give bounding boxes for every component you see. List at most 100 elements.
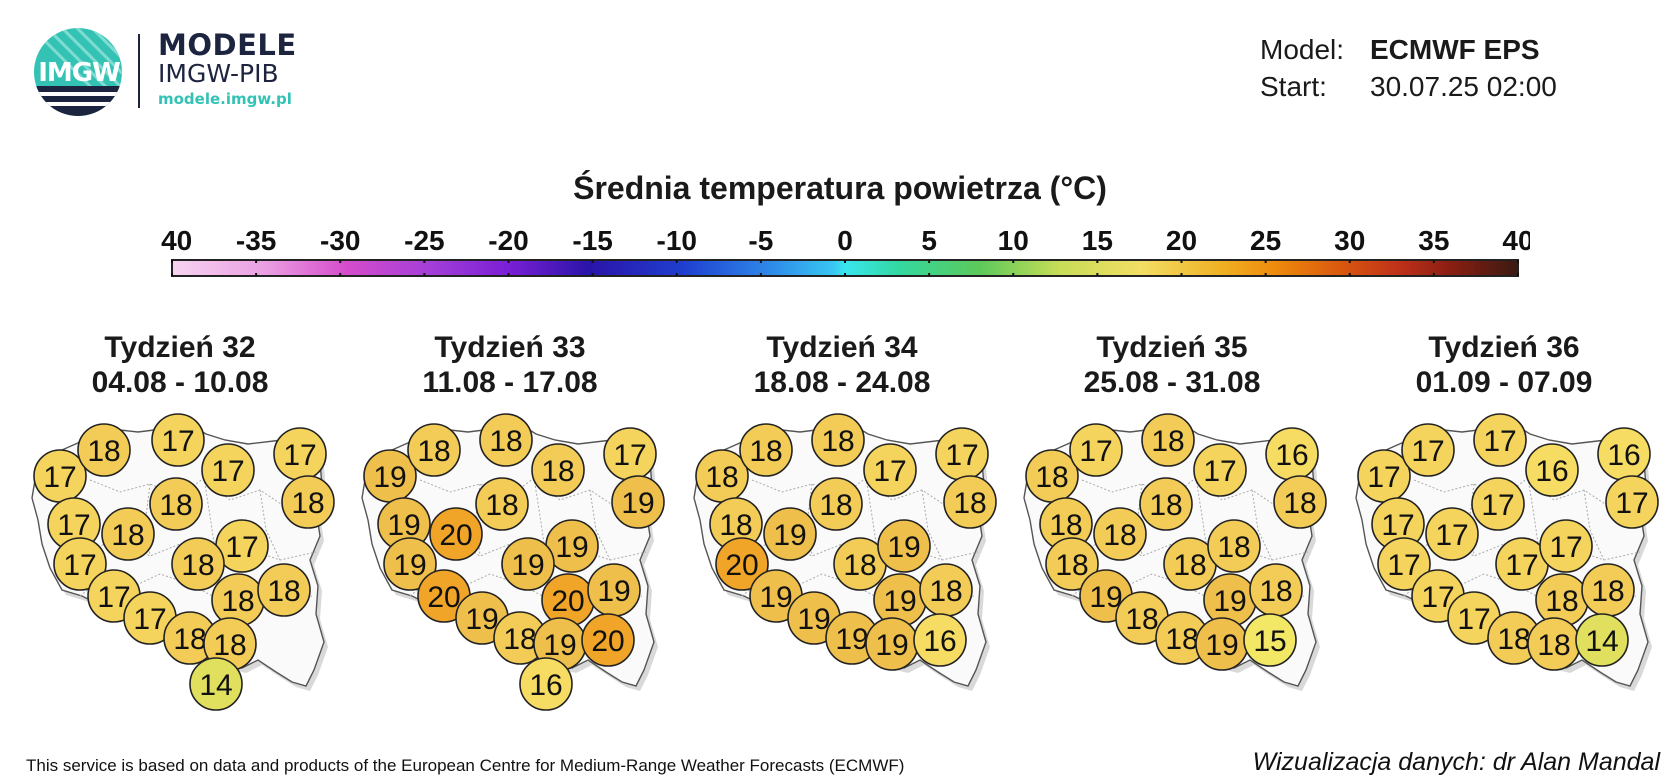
temperature-value: 18 (1151, 425, 1184, 458)
temperature-value: 19 (393, 549, 426, 582)
legend-tick-label: -10 (657, 225, 697, 256)
temperature-marker (1401, 423, 1455, 477)
temperature-marker (77, 423, 131, 477)
temperature-marker (811, 413, 865, 467)
week-heading: Tydzień 33 11.08 - 17.08 (360, 330, 660, 400)
temperature-value: 18 (485, 489, 518, 522)
temperature-value: 15 (1253, 625, 1286, 658)
week-label: Tydzień 35 (1096, 331, 1248, 364)
temperature-value: 18 (1103, 519, 1136, 552)
temperature-value: 18 (173, 623, 206, 656)
temperature-value: 17 (1411, 435, 1444, 468)
region-border (1583, 489, 1605, 561)
temperature-value: 17 (945, 439, 978, 472)
temperature-marker (715, 537, 769, 591)
temperature-value: 18 (1055, 549, 1088, 582)
temperature-marker (1141, 413, 1195, 467)
temperature-marker (1539, 519, 1593, 573)
temperature-value: 17 (1481, 489, 1514, 522)
temperature-marker (201, 443, 255, 497)
model-value: ECMWF EPS (1370, 34, 1540, 65)
temperature-value: 19 (875, 629, 908, 662)
temperature-value: 18 (541, 455, 574, 488)
temperature-value: 17 (211, 455, 244, 488)
temperature-value: 18 (1537, 629, 1570, 662)
temperature-value: 18 (291, 487, 324, 520)
temperature-marker (1575, 613, 1629, 667)
temperature-value: 18 (111, 519, 144, 552)
temperature-value: 19 (1205, 629, 1238, 662)
temperature-value: 16 (923, 625, 956, 658)
temperature-marker (1471, 477, 1525, 531)
week-dates: 04.08 - 10.08 (91, 366, 269, 399)
week-label: Tydzień 32 (104, 331, 256, 364)
temperature-marker (1243, 613, 1297, 667)
legend-tick-label: 15 (1082, 225, 1113, 256)
legend-tick-label: -35 (236, 225, 276, 256)
temperature-marker (581, 613, 635, 667)
legend-tick-label: -30 (320, 225, 360, 256)
temperature-value: 17 (225, 531, 258, 564)
legend-tick-label: 25 (1250, 225, 1281, 256)
logo-url[interactable]: modele.imgw.pl (158, 90, 292, 108)
temperature-marker (407, 423, 461, 477)
temperature-value: 18 (1283, 487, 1316, 520)
temperature-marker (1425, 507, 1479, 561)
temperature-value: 19 (543, 629, 576, 662)
temperature-value: 18 (821, 425, 854, 458)
temperature-value: 16 (1535, 455, 1568, 488)
logo-subtitle: IMGW-PIB (158, 59, 279, 88)
temperature-value: 18 (1545, 585, 1578, 618)
temperature-value: 19 (759, 581, 792, 614)
week-dates: 01.09 - 07.09 (1415, 366, 1593, 399)
temperature-value: 19 (465, 603, 498, 636)
temperature-value: 17 (1483, 425, 1516, 458)
visualization-credit: Wizualizacja danych: dr Alan Mandal (1252, 748, 1660, 776)
temperature-marker (763, 507, 817, 561)
temperature-value: 19 (387, 509, 420, 542)
temperature-marker (1605, 475, 1659, 529)
temperature-value: 17 (873, 455, 906, 488)
temperature-value: 17 (1381, 509, 1414, 542)
temperature-value: 18 (749, 435, 782, 468)
week-heading: Tydzień 32 04.08 - 10.08 (30, 330, 330, 400)
logo-separator (138, 34, 140, 108)
temperature-marker (1273, 475, 1327, 529)
imgw-logo-icon (34, 28, 122, 116)
temperature-marker (913, 613, 967, 667)
temperature-value: 17 (1367, 461, 1400, 494)
temperature-value: 20 (591, 625, 624, 658)
logo-mark-text: IMGW (38, 58, 121, 88)
temperature-value: 17 (1435, 519, 1468, 552)
temperature-marker (1139, 477, 1193, 531)
temperature-value: 18 (929, 575, 962, 608)
temperature-value: 19 (597, 575, 630, 608)
temperature-marker (809, 477, 863, 531)
chart-title: Średnia temperatura powietrza (°C) (573, 170, 1107, 206)
temperature-marker (257, 563, 311, 617)
temperature-value: 18 (221, 585, 254, 618)
week-heading: Tydzień 35 25.08 - 31.08 (1022, 330, 1322, 400)
temperature-marker (1193, 443, 1247, 497)
temperature-marker (1377, 537, 1431, 591)
temperature-value: 17 (1079, 435, 1112, 468)
temperature-marker (281, 475, 335, 529)
temperature-marker (475, 477, 529, 531)
temperature-marker (739, 423, 793, 477)
temperature-value: 18 (1259, 575, 1292, 608)
temperature-value: 18 (87, 435, 120, 468)
start-label: Start: (1260, 71, 1327, 102)
temperature-marker (611, 475, 665, 529)
temperature-value: 18 (417, 435, 450, 468)
temperature-value: 16 (529, 669, 562, 702)
temperature-value: 18 (181, 549, 214, 582)
temperature-marker (149, 477, 203, 531)
week-dates: 11.08 - 17.08 (422, 366, 598, 399)
temperature-marker (53, 537, 107, 591)
week-label: Tydzień 36 (1428, 331, 1580, 364)
temperature-marker (519, 657, 573, 711)
region-border (589, 489, 611, 561)
temperature-marker (501, 537, 555, 591)
legend-tick-label: -15 (572, 225, 612, 256)
